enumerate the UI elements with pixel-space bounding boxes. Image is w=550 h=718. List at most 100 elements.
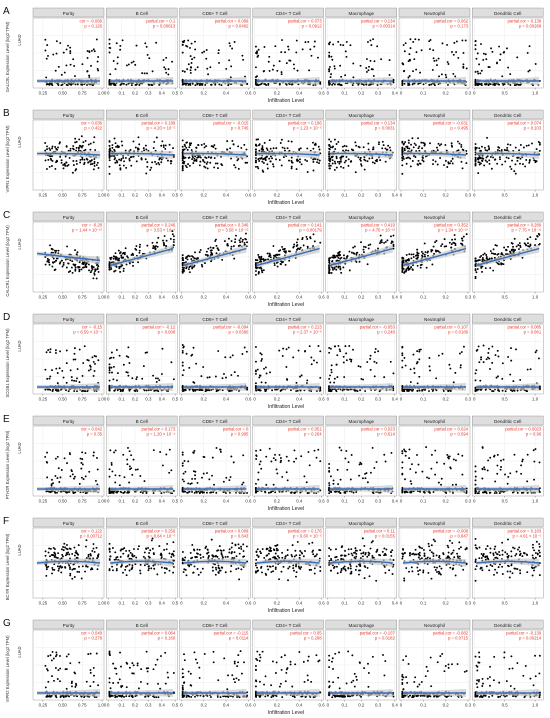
- data-point: [56, 382, 59, 385]
- data-point: [460, 351, 463, 353]
- data-point: [494, 354, 497, 357]
- data-point: [415, 51, 418, 54]
- data-point: [254, 157, 257, 160]
- data-point: [424, 255, 426, 258]
- data-point: [455, 51, 458, 53]
- data-point: [77, 146, 80, 149]
- data-point: [478, 163, 481, 166]
- data-point: [341, 145, 344, 148]
- data-point: [47, 158, 50, 161]
- data-point: [241, 240, 244, 243]
- data-point: [313, 157, 316, 160]
- data-point: [119, 167, 122, 170]
- data-point: [534, 238, 537, 241]
- data-point: [288, 259, 291, 262]
- data-point: [434, 241, 436, 244]
- data-point: [328, 70, 331, 73]
- data-point: [117, 249, 120, 252]
- data-point: [410, 253, 413, 256]
- data-point: [434, 160, 437, 163]
- data-point: [318, 162, 320, 165]
- x-tick-label: 0.4: [296, 91, 303, 96]
- facet-label: Macrophage: [349, 317, 375, 322]
- data-point: [443, 164, 445, 166]
- data-point: [67, 163, 70, 166]
- data-point: [419, 162, 422, 165]
- x-tick-label: 0.4: [159, 397, 166, 402]
- data-point: [538, 388, 541, 391]
- data-point: [408, 253, 411, 256]
- data-point: [524, 165, 527, 168]
- data-point: [392, 243, 395, 246]
- data-point: [521, 256, 524, 259]
- data-point: [419, 266, 422, 269]
- data-point: [350, 148, 353, 151]
- data-point: [497, 355, 500, 358]
- data-point: [328, 268, 331, 271]
- data-point: [113, 270, 116, 273]
- data-point: [414, 156, 417, 158]
- data-point: [181, 169, 184, 172]
- data-point: [240, 146, 243, 149]
- data-point: [134, 63, 137, 66]
- data-point: [205, 49, 208, 51]
- data-point: [362, 146, 365, 149]
- data-point: [195, 146, 198, 149]
- data-point: [181, 262, 184, 265]
- data-point: [108, 172, 111, 175]
- data-point: [113, 137, 116, 140]
- stat-p: p = 0.173: [450, 24, 468, 29]
- data-point: [346, 255, 349, 257]
- data-point: [284, 51, 286, 54]
- stat-p: p = 0.0186: [448, 330, 469, 335]
- data-point: [58, 262, 61, 265]
- data-point: [489, 156, 492, 158]
- data-point: [138, 143, 141, 146]
- x-tick-label: 0.25: [39, 295, 48, 300]
- data-point: [506, 149, 509, 152]
- data-point: [75, 146, 78, 149]
- data-point: [207, 156, 210, 159]
- data-point: [431, 68, 434, 71]
- data-point: [331, 162, 334, 165]
- data-point: [366, 361, 369, 364]
- facet-label: Purity: [63, 317, 75, 322]
- data-point: [62, 163, 65, 166]
- data-point: [217, 389, 220, 392]
- data-point: [486, 155, 489, 158]
- x-tick-label: 0: [107, 193, 110, 198]
- data-point: [259, 258, 262, 261]
- data-point: [427, 250, 429, 253]
- data-point: [146, 72, 148, 75]
- data-point: [317, 345, 320, 347]
- data-point: [203, 142, 206, 145]
- data-point: [333, 65, 336, 68]
- data-point: [366, 263, 369, 266]
- data-point: [75, 160, 78, 162]
- data-point: [69, 52, 72, 55]
- data-point: [183, 389, 185, 391]
- data-point: [50, 165, 53, 167]
- data-point: [461, 239, 464, 242]
- facet-strip: [252, 313, 324, 324]
- data-point: [213, 157, 216, 159]
- data-point: [501, 262, 504, 265]
- data-point: [401, 151, 404, 154]
- data-point: [244, 237, 247, 240]
- data-point: [66, 84, 69, 87]
- data-point: [519, 378, 522, 381]
- data-point: [281, 245, 284, 248]
- data-point: [379, 240, 382, 243]
- data-point: [122, 389, 124, 392]
- data-point: [451, 157, 454, 160]
- fit-line: [110, 152, 174, 156]
- data-point: [78, 144, 81, 147]
- data-point: [156, 245, 159, 248]
- data-point: [363, 168, 366, 171]
- data-point: [143, 149, 146, 152]
- data-point: [87, 161, 90, 164]
- data-point: [281, 39, 283, 41]
- data-point: [155, 163, 158, 165]
